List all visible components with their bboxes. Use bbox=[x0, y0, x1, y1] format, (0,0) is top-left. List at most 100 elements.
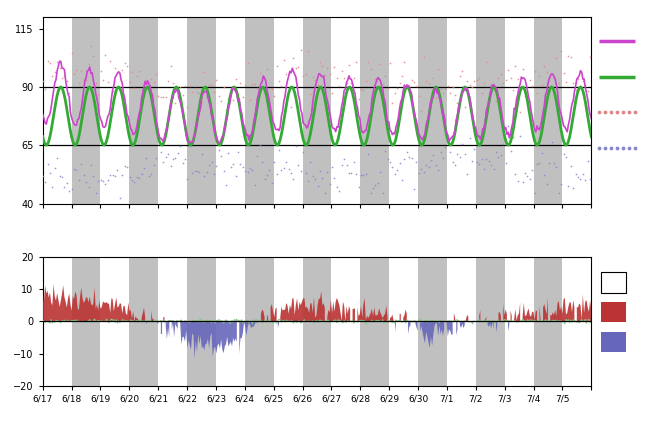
Point bbox=[563, 182, 574, 189]
Point bbox=[235, 79, 246, 86]
Bar bbox=[360, 257, 389, 386]
Bar bbox=[476, 257, 505, 386]
Point bbox=[283, 166, 294, 173]
Point bbox=[95, 177, 106, 184]
Bar bbox=[303, 17, 331, 204]
Bar bbox=[101, 257, 129, 386]
Bar bbox=[216, 17, 245, 204]
Point bbox=[520, 170, 530, 176]
Bar bbox=[476, 17, 505, 204]
Point bbox=[573, 174, 583, 181]
Point bbox=[575, 82, 585, 89]
Point bbox=[505, 148, 516, 154]
Point bbox=[204, 161, 214, 168]
Bar bbox=[360, 17, 389, 204]
Point bbox=[269, 158, 279, 165]
Point bbox=[148, 78, 159, 85]
Point bbox=[319, 190, 330, 197]
Point bbox=[421, 162, 432, 169]
Point bbox=[185, 83, 195, 90]
Point bbox=[233, 90, 243, 97]
Point bbox=[436, 86, 446, 92]
Point bbox=[52, 155, 62, 162]
Point bbox=[37, 173, 48, 180]
Point bbox=[498, 141, 509, 148]
Point bbox=[419, 169, 429, 176]
Point bbox=[112, 70, 123, 76]
Point bbox=[307, 74, 318, 81]
Point bbox=[269, 93, 279, 100]
Point bbox=[353, 184, 364, 191]
Point bbox=[580, 81, 591, 88]
Point bbox=[556, 181, 566, 187]
Point bbox=[421, 78, 432, 84]
Point bbox=[76, 161, 87, 168]
Point bbox=[462, 78, 472, 84]
Point bbox=[498, 80, 509, 86]
Point bbox=[344, 169, 354, 176]
Point bbox=[279, 56, 289, 63]
Point bbox=[457, 141, 468, 148]
Point bbox=[47, 73, 58, 80]
Bar bbox=[43, 17, 72, 204]
Point bbox=[182, 176, 193, 182]
Point bbox=[537, 81, 547, 88]
Point bbox=[534, 159, 545, 166]
Point bbox=[585, 176, 595, 183]
Point bbox=[582, 157, 593, 164]
Point bbox=[276, 167, 286, 173]
Point bbox=[225, 91, 236, 98]
Point bbox=[493, 153, 504, 160]
Point bbox=[202, 94, 212, 100]
Point bbox=[375, 61, 386, 67]
Point bbox=[245, 97, 256, 104]
Point bbox=[64, 89, 74, 96]
Point bbox=[182, 103, 193, 110]
Point bbox=[530, 189, 540, 196]
Point bbox=[346, 170, 357, 177]
Point bbox=[64, 187, 74, 194]
Point bbox=[495, 152, 506, 159]
Point bbox=[153, 93, 164, 100]
Point bbox=[81, 179, 91, 186]
Point bbox=[151, 70, 162, 77]
Point bbox=[558, 151, 569, 157]
Point bbox=[322, 65, 332, 72]
Bar bbox=[389, 257, 418, 386]
Point bbox=[131, 173, 142, 180]
Point bbox=[371, 181, 381, 188]
Point bbox=[344, 62, 354, 69]
Point bbox=[447, 84, 458, 90]
Point bbox=[88, 53, 99, 59]
Point bbox=[385, 60, 396, 67]
Point bbox=[143, 78, 154, 85]
Point bbox=[93, 177, 103, 184]
Point bbox=[267, 86, 277, 93]
Point bbox=[512, 76, 523, 83]
Point bbox=[153, 134, 164, 141]
Point bbox=[168, 156, 178, 163]
Point bbox=[560, 79, 571, 86]
Point bbox=[472, 159, 482, 165]
Point bbox=[428, 75, 439, 81]
Point bbox=[59, 72, 70, 79]
Point bbox=[481, 155, 491, 162]
Point bbox=[549, 159, 559, 166]
Point bbox=[281, 70, 292, 77]
Point bbox=[334, 83, 344, 89]
Point bbox=[163, 151, 173, 158]
Point bbox=[88, 173, 99, 180]
Point bbox=[401, 84, 412, 90]
Point bbox=[47, 184, 58, 190]
Point bbox=[175, 142, 185, 149]
Point bbox=[580, 177, 591, 184]
Point bbox=[491, 98, 501, 104]
Point bbox=[59, 184, 70, 190]
Point bbox=[163, 78, 173, 84]
Point bbox=[166, 163, 176, 170]
Bar bbox=[158, 257, 187, 386]
Point bbox=[534, 73, 545, 79]
Bar bbox=[274, 17, 303, 204]
Point bbox=[57, 173, 67, 180]
Point bbox=[196, 98, 207, 105]
